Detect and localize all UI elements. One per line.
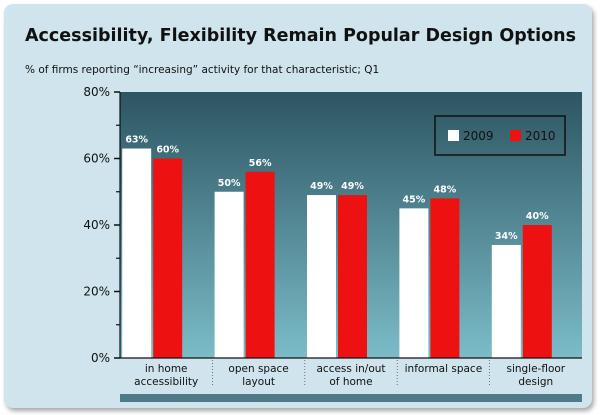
data-label-2009-2: 49% (310, 181, 333, 192)
data-label-2009-3: 45% (403, 194, 426, 205)
data-label-2010-0: 60% (156, 145, 179, 156)
bar-2009-0 (122, 148, 152, 358)
bar-2010-2 (338, 195, 367, 358)
legend-swatch-2009 (448, 130, 459, 141)
category-label: of home (329, 376, 372, 388)
bar-2009-4 (491, 244, 521, 358)
category-label: accessibility (134, 376, 198, 388)
chart-subtitle: % of firms reporting “increasing” activi… (25, 64, 380, 76)
base-strip (120, 394, 582, 402)
data-label-2009-0: 63% (125, 135, 148, 146)
bar-2010-1 (245, 171, 275, 358)
legend: 2009 2010 (434, 115, 566, 156)
category-label: single-floor (506, 363, 565, 375)
bar-2010-4 (522, 225, 552, 358)
data-label-2010-4: 40% (526, 211, 549, 222)
legend-label-2009: 2009 (463, 129, 494, 143)
y-tick-label: 40% (83, 218, 110, 232)
bar-2010-3 (430, 198, 460, 358)
y-tick-label: 60% (83, 152, 110, 166)
category-label: design (518, 376, 553, 388)
data-label-2010-3: 48% (434, 184, 457, 195)
bar-2009-2 (307, 195, 336, 358)
legend-swatch-2010 (510, 130, 521, 141)
legend-box (434, 115, 566, 156)
legend-label-2010: 2010 (525, 129, 556, 143)
y-tick-label: 20% (83, 285, 110, 299)
category-label: informal space (405, 363, 483, 375)
bar-2010-0 (153, 158, 183, 358)
data-label-2010-2: 49% (341, 181, 364, 192)
data-label-2010-1: 56% (249, 158, 272, 169)
y-tick-label: 80% (83, 85, 110, 99)
bar-2009-1 (214, 191, 244, 358)
bar-2009-3 (399, 208, 429, 358)
category-label: layout (242, 376, 275, 388)
data-label-2009-1: 50% (218, 178, 241, 189)
category-label: open space (228, 363, 288, 375)
category-label: access in/out (316, 363, 385, 375)
chart-title: Accessibility, Flexibility Remain Popula… (25, 26, 577, 46)
y-tick-label: 0% (91, 351, 110, 365)
category-label: in home (145, 363, 188, 375)
data-label-2009-4: 34% (495, 231, 518, 242)
